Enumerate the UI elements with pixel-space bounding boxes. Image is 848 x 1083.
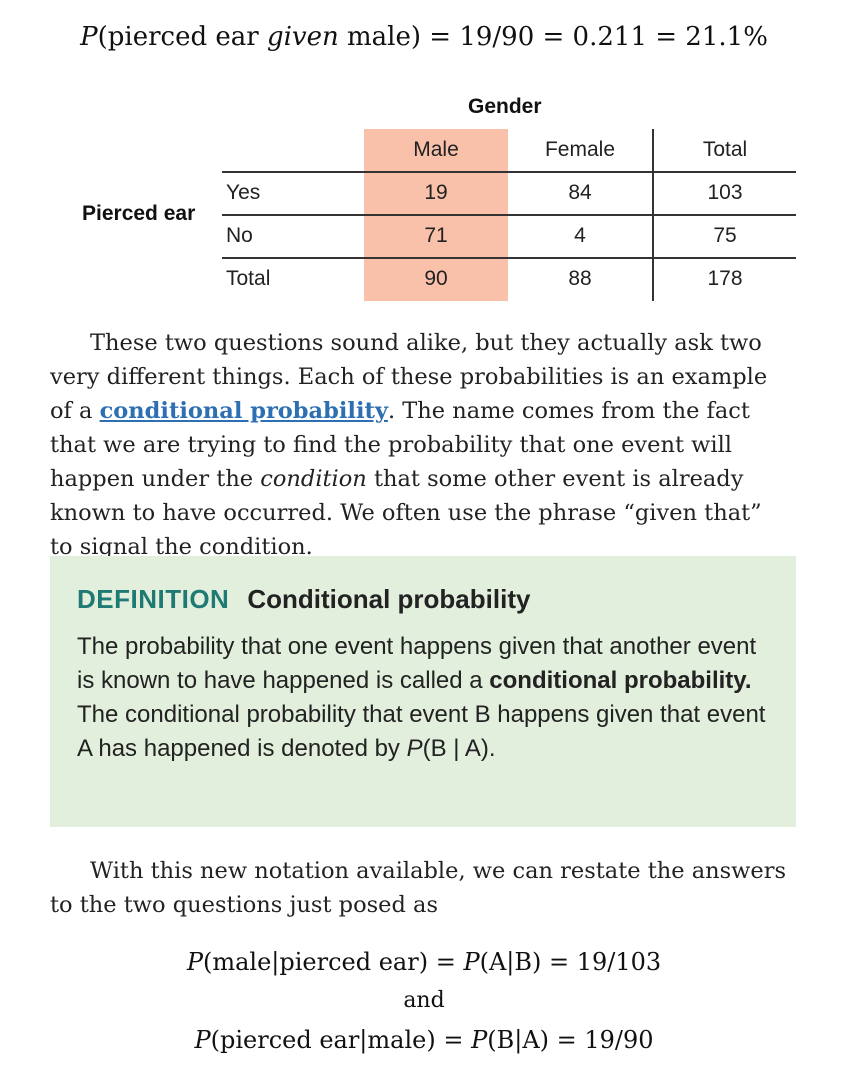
table-divider (222, 214, 796, 216)
row-label-yes: Yes (226, 181, 261, 204)
table-cell: 103 (707, 181, 743, 204)
paragraph-restate: With this new notation available, we can… (50, 858, 787, 918)
table-cell: 75 (713, 224, 737, 247)
table-cell: 90 (424, 267, 448, 290)
table-cell: 88 (568, 267, 592, 290)
definition-heading: DEFINITION Conditional probability (77, 584, 530, 615)
table-cell: 178 (707, 267, 743, 290)
top-equation: P(pierced ear given male) = 19/90 = 0.21… (80, 22, 768, 52)
row-label-total: Total (226, 267, 271, 290)
table-divider (652, 129, 654, 301)
row-group-label: Pierced ear (82, 202, 196, 225)
two-way-table: Male Female Total Yes 19 84 103 No 71 4 … (222, 129, 796, 301)
definition-title: Conditional probability (247, 584, 531, 614)
equation-male-given-pierced: P(male|pierced ear) = P(A|B) = 19/103 (186, 948, 662, 976)
table-divider (222, 171, 796, 173)
table-cell: 4 (574, 224, 586, 247)
definition-body: The probability that one event happens g… (77, 633, 766, 762)
paragraph-conditional-intro: These two questions sound alike, but the… (50, 330, 768, 560)
column-header-total: Total (702, 138, 748, 161)
table-divider (222, 257, 796, 259)
definition-keyword: DEFINITION (77, 584, 230, 614)
column-header-female: Female (544, 138, 616, 161)
definition-term: conditional probability. (489, 667, 752, 694)
table-cell: 84 (568, 181, 592, 204)
equation-pierced-given-male: P(pierced ear|male) = P(B|A) = 19/90 (194, 1026, 654, 1054)
conditional-probability-link[interactable]: conditional probability (99, 398, 388, 424)
column-group-label: Gender (468, 95, 542, 118)
equation-and: and (403, 988, 445, 1013)
row-label-no: No (226, 224, 253, 247)
table-cell: 71 (424, 224, 448, 247)
table-cell: 19 (424, 181, 448, 204)
column-header-male: Male (413, 138, 459, 161)
definition-box: DEFINITION Conditional probability The pr… (50, 556, 796, 827)
